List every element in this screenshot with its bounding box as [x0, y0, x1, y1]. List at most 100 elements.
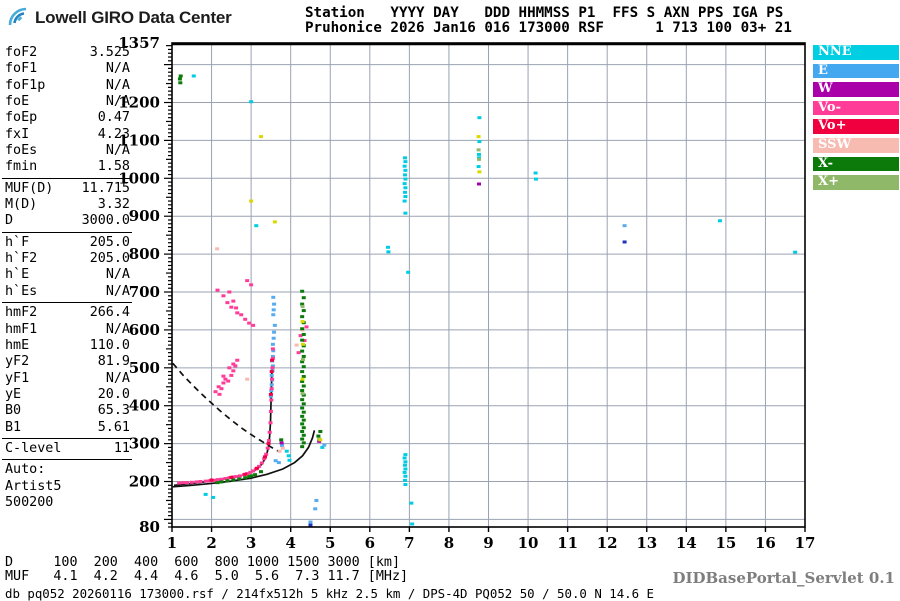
param-row-artist5: Artist5	[5, 479, 130, 495]
param-value: 266.4	[89, 305, 130, 321]
param-value: 5.61	[97, 419, 130, 435]
param-row-mufd: MUF(D) 11.715	[5, 181, 130, 197]
svg-text:16: 16	[755, 534, 776, 552]
y-axis-labels: 1357 1200 1100 1000 900 800 700 600 500 400 300 200…	[118, 34, 160, 536]
param-row-fof1p: foF1p N/A	[5, 78, 130, 94]
svg-text:6: 6	[365, 534, 375, 552]
param-label: hmF1	[5, 321, 38, 337]
param-label: hmF2	[5, 305, 38, 321]
svg-text:1000: 1000	[118, 169, 160, 187]
axes	[164, 42, 806, 532]
param-row-hf2: h`F2 205.0	[5, 251, 130, 267]
param-separator	[2, 437, 132, 439]
param-label: C-level	[5, 440, 62, 456]
param-value: 11	[113, 440, 130, 456]
scatter-series-w	[279, 182, 482, 445]
muf-row: MUF 4.1 4.2 4.4 4.6 5.0 5.6 7.3 11.7 [MH…	[5, 569, 409, 584]
x-axis-labels: 1 2 3 4 5 6 7 8 9 10 11 12 13 14 15 16 17	[167, 534, 816, 552]
parameter-panel: foF2 3.525 foF1 N/A foF1p N/A foE N/A foEp 0.47 fx…	[2, 45, 132, 511]
param-label: yE	[5, 386, 22, 402]
grid	[171, 43, 806, 527]
param-row-he: h`E N/A	[5, 267, 130, 283]
svg-text:17: 17	[795, 534, 816, 552]
svg-text:4: 4	[285, 534, 295, 552]
param-label: yF1	[5, 370, 30, 386]
param-label: D	[5, 213, 14, 229]
param-label: foEp	[5, 110, 38, 126]
param-label: MUF(D)	[5, 180, 54, 196]
param-value: N/A	[105, 61, 130, 77]
param-value: 110.0	[89, 337, 130, 353]
param-row-hmf1: hmF1 N/A	[5, 322, 130, 338]
param-row-hf: h`F 205.0	[5, 235, 130, 251]
status-line: db pq052 20260116 173000.rsf / 214fx512h…	[5, 586, 655, 601]
station-header-line2: Pruhonice 2026 Jan16 016 173000 RSF 1 71…	[305, 19, 792, 36]
param-row-hme: hmE 110.0	[5, 338, 130, 354]
param-row-hes: h`Es N/A	[5, 284, 130, 300]
svg-text:700: 700	[129, 283, 160, 301]
param-row-foes: foEs N/A	[5, 143, 130, 159]
legend-item-nne: NNE	[813, 45, 899, 60]
param-value: 65.3	[97, 403, 130, 419]
param-label: foF1	[5, 61, 38, 77]
param-row-fof2: foF2 3.525	[5, 45, 130, 61]
param-value: 205.0	[89, 234, 130, 250]
param-label: 500200	[5, 494, 54, 510]
param-row-auto: Auto:	[5, 462, 130, 478]
distance-row: D 100 200 400 600 800 1000 1500 3000 [km…	[5, 555, 401, 570]
svg-text:1100: 1100	[118, 131, 160, 149]
param-value: N/A	[105, 370, 130, 386]
param-row-ye: yE 20.0	[5, 387, 130, 403]
param-value: 1.58	[97, 159, 130, 175]
param-label: fxI	[5, 126, 30, 142]
svg-text:10: 10	[518, 534, 539, 552]
param-label: B0	[5, 403, 22, 419]
param-value: 11.715	[81, 180, 130, 196]
scatter-series-x	[300, 148, 482, 441]
svg-text:15: 15	[715, 534, 736, 552]
param-row-foep: foEp 0.47	[5, 110, 130, 126]
param-row-clevel: C-level 11	[5, 441, 130, 457]
legend-item-w: W	[813, 82, 899, 97]
svg-text:8: 8	[444, 534, 454, 552]
scatter-series-yellowmisc	[249, 135, 482, 442]
svg-text:500: 500	[129, 359, 160, 377]
param-row-d: D 3000.0	[5, 213, 130, 229]
scatter-series-vo	[177, 279, 309, 485]
svg-text:7: 7	[404, 534, 414, 552]
curve-x-trace-fit	[172, 430, 316, 488]
param-label: h`F2	[5, 251, 38, 267]
param-row-fof1: foF1 N/A	[5, 61, 130, 77]
svg-text:600: 600	[129, 321, 160, 339]
servlet-version: DIDBasePortal_Servlet 0.1	[672, 569, 895, 587]
profile-curves	[172, 362, 316, 488]
param-label: foEs	[5, 143, 38, 159]
param-row-yf2: yF2 81.9	[5, 354, 130, 370]
svg-text:5: 5	[325, 534, 335, 552]
svg-text:12: 12	[597, 534, 618, 552]
svg-text:2: 2	[206, 534, 216, 552]
param-label: foF2	[5, 45, 38, 60]
param-value: N/A	[105, 283, 130, 299]
brand-title: Lowell GIRO Data Center	[35, 8, 232, 27]
svg-text:14: 14	[676, 534, 697, 552]
param-row-b1: B1 5.61	[5, 420, 130, 436]
param-separator	[2, 231, 132, 233]
svg-text:80: 80	[139, 518, 160, 536]
param-value: N/A	[105, 143, 130, 159]
param-row-500200: 500200	[5, 495, 130, 511]
curve-profile-dashed	[172, 362, 281, 453]
param-value: 81.9	[97, 354, 130, 370]
scatter-series-x	[177, 74, 323, 485]
param-value: 4.23	[97, 126, 130, 142]
param-label: Artist5	[5, 478, 62, 494]
param-label: h`F	[5, 234, 30, 250]
param-value: N/A	[105, 267, 130, 283]
legend-item-ssw: SSW	[813, 138, 899, 153]
param-value: 3.525	[89, 45, 130, 60]
param-label: h`E	[5, 267, 30, 283]
param-row-fxi: fxI 4.23	[5, 127, 130, 143]
param-row-fmin: fmin 1.58	[5, 159, 130, 175]
legend-item-e: E	[813, 63, 899, 79]
